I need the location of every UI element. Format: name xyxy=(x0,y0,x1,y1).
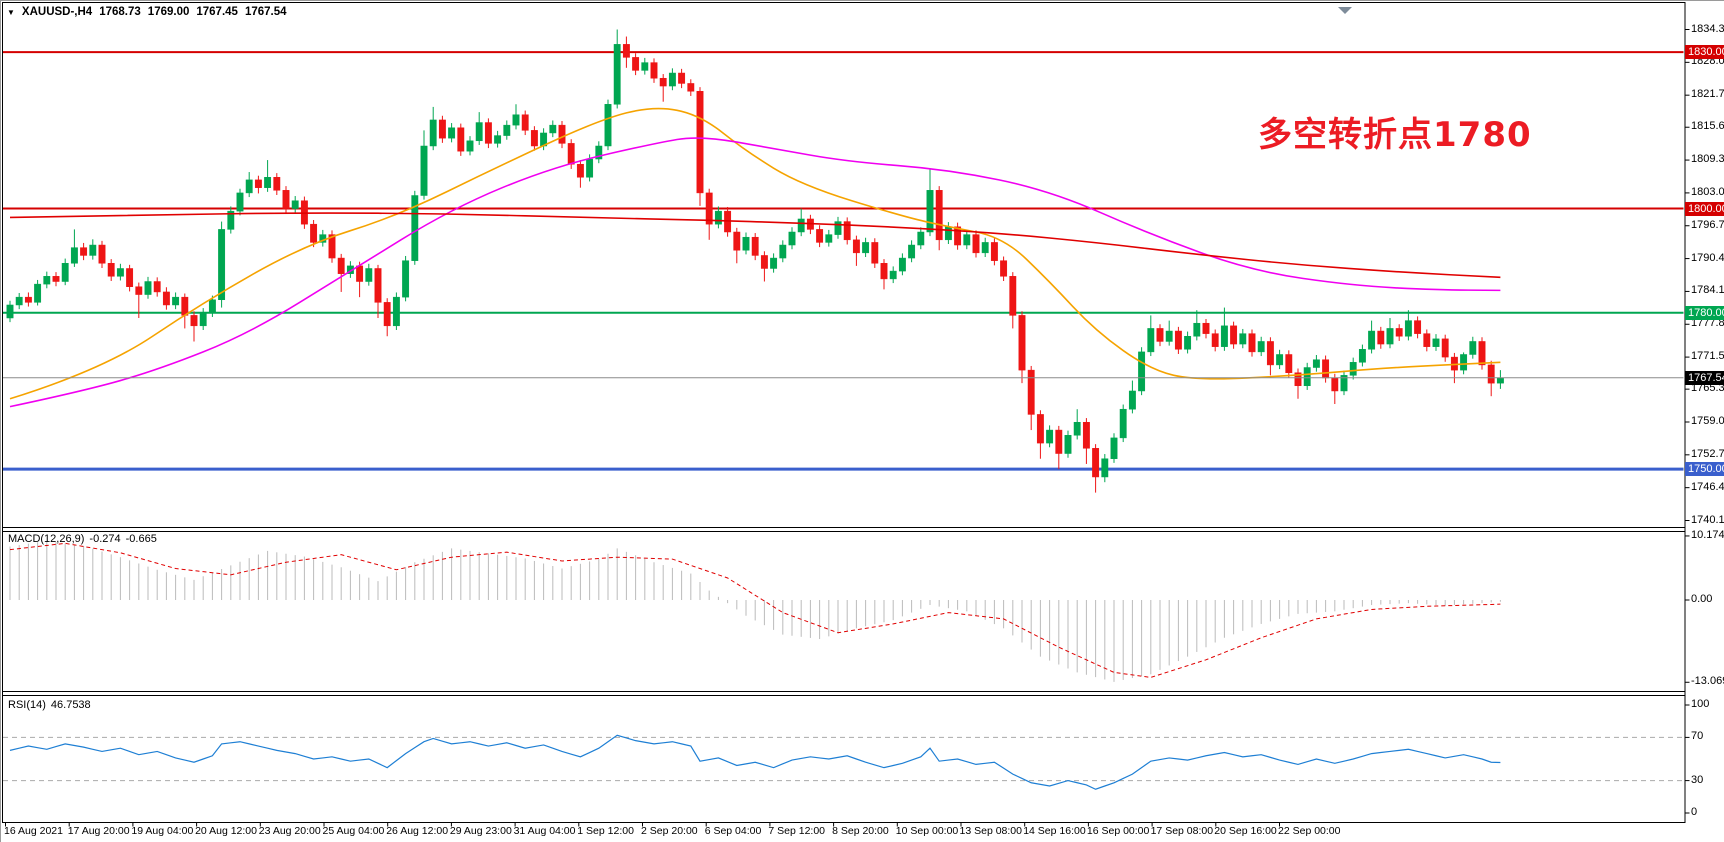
macd-main-value: -0.274 xyxy=(89,533,121,545)
price-tick-label: 1759.05 xyxy=(1691,414,1724,427)
price-tick-label: 1803.00 xyxy=(1691,185,1724,198)
axis-ticks xyxy=(5,29,1690,827)
macd-axis-label: -13.069 xyxy=(1691,675,1724,688)
chart-ohlc-header: ▼ XAUUSD-,H4 1768.73 1769.00 1767.45 176… xyxy=(7,6,287,18)
price-tick-label: 1784.10 xyxy=(1691,284,1724,297)
time-axis-label: 31 Aug 04:00 xyxy=(513,825,576,837)
time-axis-label: 20 Aug 12:00 xyxy=(195,825,257,837)
macd-signal-value: -0.665 xyxy=(125,533,157,545)
time-axis-label: 17 Aug 20:00 xyxy=(67,825,130,837)
time-axis-label: 17 Sep 08:00 xyxy=(1150,825,1214,837)
candlestick-series xyxy=(6,29,1504,493)
symbol-timeframe-label: XAUUSD-,H4 xyxy=(21,6,93,18)
rsi-indicator-label: RSI(14) 46.7538 xyxy=(8,699,91,711)
price-tick-label: 1821.75 xyxy=(1691,88,1724,101)
time-axis-label: 25 Aug 04:00 xyxy=(322,825,385,837)
time-axis-label: 26 Aug 12:00 xyxy=(386,825,449,837)
ma-red-line xyxy=(9,212,1501,279)
time-axis-label: 29 Aug 23:00 xyxy=(449,825,512,837)
time-axis-label: 1 Sep 12:00 xyxy=(577,825,634,837)
price-tick-label: 1809.30 xyxy=(1691,153,1724,166)
time-axis-label: 2 Sep 20:00 xyxy=(641,825,698,837)
price-level-badge: 1750.00 xyxy=(1685,462,1724,477)
price-tick-label: 1746.45 xyxy=(1691,480,1724,493)
rsi-value: 46.7538 xyxy=(50,699,91,711)
rsi-name: RSI(14) xyxy=(8,699,46,711)
macd-axis-label: 10.174 xyxy=(1691,528,1724,541)
price-tick-label: 1796.70 xyxy=(1691,218,1724,231)
ohlc-low: 1767.45 xyxy=(196,6,238,18)
rsi-axis-label: 30 xyxy=(1691,773,1704,786)
rsi-axis-label: 100 xyxy=(1691,698,1710,710)
price-tick-label: 1815.60 xyxy=(1691,120,1724,133)
ohlc-open: 1768.73 xyxy=(99,6,141,18)
ma-orange-line xyxy=(9,107,1501,400)
price-tick-label: 1790.40 xyxy=(1691,251,1724,264)
time-axis-label: 10 Sep 00:00 xyxy=(895,825,959,837)
price-tick-label: 1752.75 xyxy=(1691,447,1724,460)
macd-indicator-label: MACD(12,26,9) -0.274 -0.665 xyxy=(8,533,157,545)
ma-magenta-line xyxy=(9,137,1501,408)
time-axis-label: 14 Sep 16:00 xyxy=(1023,825,1086,837)
time-axis-label: 20 Sep 16:00 xyxy=(1214,825,1277,837)
price-level-badge: 1830.00 xyxy=(1685,45,1724,60)
time-axis-label: 23 Aug 20:00 xyxy=(258,825,321,837)
ohlc-close: 1767.54 xyxy=(244,6,287,18)
time-axis-label: 16 Aug 2021 xyxy=(4,825,63,837)
price-tick-label: 1777.80 xyxy=(1691,317,1724,330)
chart-shift-marker-icon[interactable] xyxy=(1338,7,1352,14)
ohlc-high: 1769.00 xyxy=(147,6,190,18)
chart-annotation-text: 多空转折点1780 xyxy=(1258,115,1532,155)
price-tick-label: 1834.35 xyxy=(1691,22,1724,35)
time-axis-label: 16 Sep 00:00 xyxy=(1086,825,1150,837)
time-axis-label: 19 Aug 04:00 xyxy=(131,825,194,837)
current-price-badge: 1767.54 xyxy=(1685,370,1724,385)
time-axis-label: 7 Sep 12:00 xyxy=(768,825,826,837)
price-level-badge: 1800.00 xyxy=(1685,201,1724,216)
price-tick-label: 1765.35 xyxy=(1691,382,1724,395)
symbol-dropdown-icon[interactable]: ▼ xyxy=(7,7,15,17)
price-tick-label: 1771.50 xyxy=(1691,350,1724,363)
time-axis-label: 22 Sep 00:00 xyxy=(1278,825,1341,837)
rsi-axis-label: 70 xyxy=(1691,730,1704,743)
time-axis-label: 8 Sep 20:00 xyxy=(832,825,889,837)
macd-signal-line xyxy=(9,542,1501,678)
macd-histogram xyxy=(9,540,1501,682)
macd-name: MACD(12,26,9) xyxy=(8,533,85,545)
rsi-level-lines xyxy=(3,736,1684,782)
price-level-badge: 1780.00 xyxy=(1685,305,1724,320)
time-axis-label: 6 Sep 04:00 xyxy=(704,825,762,837)
price-tick-label: 1740.15 xyxy=(1691,513,1724,526)
time-axis-label: 13 Sep 08:00 xyxy=(959,825,1022,837)
rsi-axis-label: 0 xyxy=(1691,806,1698,818)
rsi-line xyxy=(9,734,1501,790)
macd-axis-label: 0.00 xyxy=(1691,593,1713,605)
